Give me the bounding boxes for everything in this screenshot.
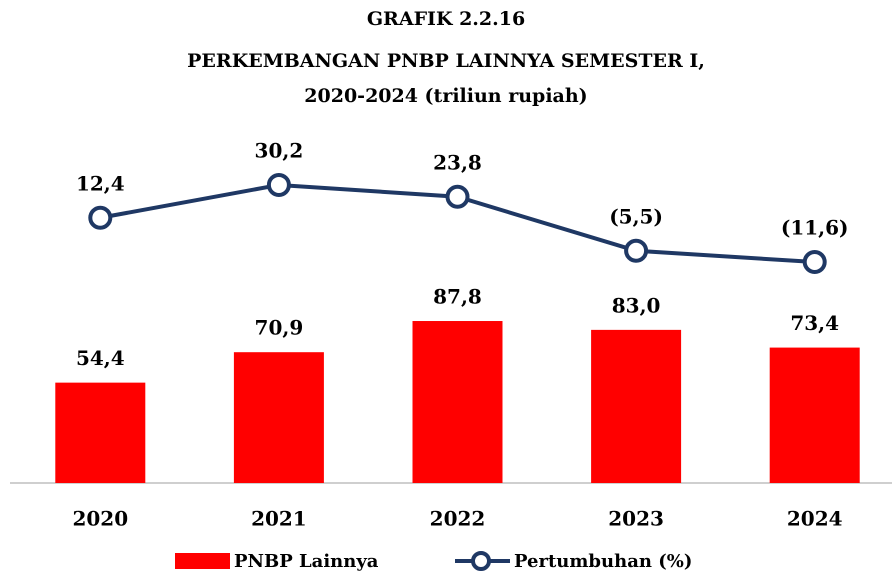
data-label: 12,4 [76,171,125,195]
data-label: (5,5) [609,204,663,228]
data-label: 73,4 [790,311,839,335]
line-marker [88,205,113,230]
legend-label: Pertumbuhan (%) [514,551,692,572]
data-label: 83,0 [612,293,661,317]
line-marker [445,184,470,209]
x-tick-label: 2020 [72,507,128,531]
chart-title: GRAFIK 2.2.16 [367,8,525,30]
data-label: 30,2 [255,138,304,162]
bar [412,321,503,483]
data-label: 23,8 [433,150,482,174]
legend-swatch [175,553,230,569]
line-marker [266,172,291,197]
data-label: 87,8 [433,285,482,309]
line-marker [624,238,649,263]
legend-label: PNBP Lainnya [234,551,379,572]
x-tick-label: 2022 [430,507,486,531]
bar [233,352,324,483]
x-tick-label: 2023 [608,507,664,531]
x-tick-label: 2024 [787,507,843,531]
bar [769,347,860,483]
legend-swatch [471,551,491,571]
x-tick-label: 2021 [251,507,307,531]
chart-title: 2020-2024 (triliun rupiah) [304,85,587,107]
bar [55,382,146,483]
data-label: 54,4 [76,346,125,370]
line-marker [802,250,827,275]
data-label: (11,6) [781,216,849,240]
bar [591,329,682,483]
data-label: 70,9 [255,316,304,340]
chart-title: PERKEMBANGAN PNBP LAINNYA SEMESTER I, [187,50,705,72]
